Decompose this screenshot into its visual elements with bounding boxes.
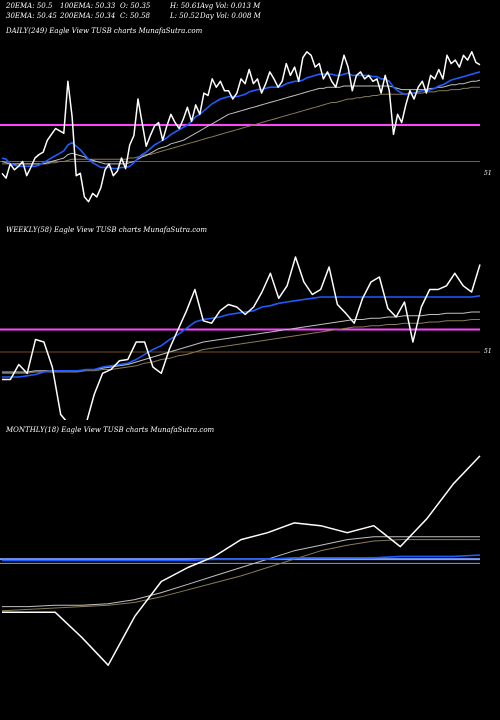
ema20-label: 20EMA: 50.5 <box>6 2 53 10</box>
ema30-label: 30EMA: 50.45 <box>6 12 57 20</box>
ema-slow-series-line <box>1 79 481 165</box>
daily-chart-title: DAILY(249) Eagle View TUSB charts Munafa… <box>6 27 203 35</box>
open-label: O: 50.35 <box>120 2 151 10</box>
ema-slower-series-line <box>1 539 480 612</box>
ema100-label: 100EMA: 50.33 <box>60 2 116 10</box>
price-series-line <box>2 256 481 420</box>
price-series-line <box>1 51 481 203</box>
low-label: L: 50.52 <box>170 12 200 20</box>
weekly-chart-title: WEEKLY(58) Eagle View TUSB charts Munafa… <box>6 226 208 234</box>
monthly-chart <box>0 455 481 666</box>
monthly-chart-title: MONTHLY(18) Eagle View TUSB charts Munaf… <box>6 426 215 434</box>
weekly-chart <box>0 256 481 420</box>
ema-slow-series-line <box>2 536 480 608</box>
ema-slower-series-line <box>2 319 480 374</box>
dayvol-label: Day Vol: 0.008 M <box>200 12 261 20</box>
ema-fast-series-line <box>2 554 481 562</box>
avgvol-label: Avg Vol: 0.013 M <box>200 2 261 10</box>
ema-fast-series-line <box>1 71 481 170</box>
daily-chart <box>0 51 481 203</box>
ema-slower-series-line <box>2 86 480 165</box>
high-label: H: 50.61 <box>170 2 201 10</box>
price-series-line <box>2 455 481 666</box>
weekly-level-label: 51 <box>484 348 492 355</box>
ema-fast-series-line <box>2 295 481 378</box>
close-label: C: 50.58 <box>120 12 150 20</box>
ema200-label: 200EMA: 50.34 <box>60 12 116 20</box>
price-header: 20EMA: 50.5 100EMA: 50.33 O: 50.35 H: 50… <box>6 2 496 24</box>
daily-level-label: 51 <box>484 170 492 177</box>
